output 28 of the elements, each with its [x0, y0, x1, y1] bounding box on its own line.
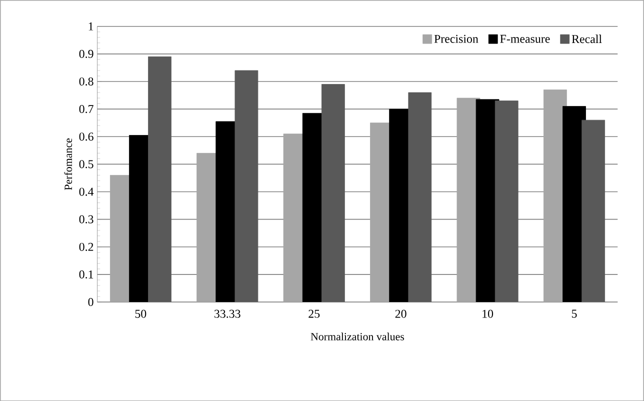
y-tick-label: 0.9 [79, 50, 94, 58]
bar [494, 100, 518, 302]
y-tick-label: 0.6 [79, 132, 94, 141]
bar [408, 92, 432, 302]
x-tick-label: 10 [482, 310, 494, 318]
legend-label: Precision [434, 34, 478, 43]
x-tick-label: 20 [395, 310, 406, 318]
x-tick-label: 25 [308, 310, 320, 318]
y-tick-label: 0.8 [79, 77, 94, 86]
bar [148, 56, 172, 302]
legend-label: Recall [572, 34, 602, 43]
y-tick-label: 1 [88, 22, 94, 30]
y-tick-label: 0.4 [79, 188, 94, 196]
y-axis-title: Perfomance [64, 138, 72, 190]
y-tick-label: 0.1 [79, 270, 94, 278]
x-tick-label: 50 [135, 310, 146, 318]
bar [582, 120, 606, 302]
x-tick-label: 5 [572, 310, 577, 318]
x-axis-title: Normalization values [310, 332, 404, 340]
bar [321, 84, 345, 302]
y-tick-label: 0.7 [79, 104, 94, 113]
y-tick-label: 0.5 [79, 160, 94, 168]
y-tick-label: 0.3 [79, 215, 94, 224]
y-tick-label: 0.2 [79, 242, 94, 251]
x-tick-label: 33.33 [214, 310, 240, 318]
legend-label: F-measure [500, 34, 550, 43]
bar [234, 70, 258, 302]
y-tick-label: 0 [88, 298, 94, 306]
